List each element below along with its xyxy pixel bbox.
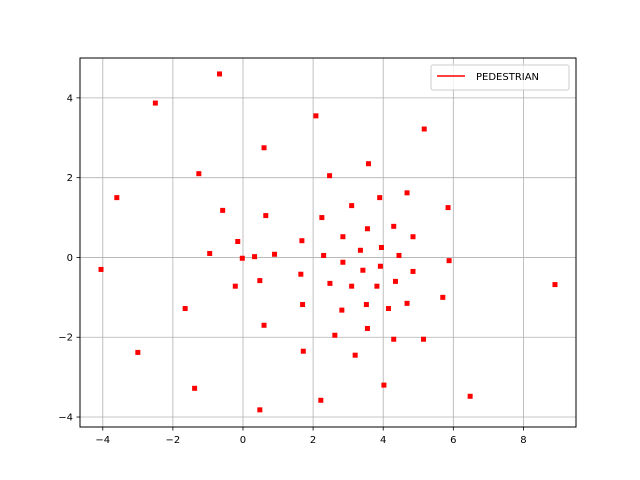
data-point [440,294,446,300]
data-point [114,195,120,201]
data-point [377,263,383,269]
data-point [332,332,338,338]
y-tick-label: 4 [67,93,73,104]
x-tick-label: 0 [240,435,246,446]
data-point [410,234,416,240]
y-tick-label: −4 [58,413,73,424]
data-point [327,173,333,179]
y-tick-label: 2 [67,173,73,184]
data-point [446,258,452,264]
data-point [299,238,305,244]
data-point [257,407,263,413]
data-point [404,300,410,306]
data-point [352,352,358,358]
data-point [445,205,451,211]
data-point [363,302,369,308]
y-tick-label: 0 [67,253,73,264]
legend-label: PEDESTRIAN [476,72,539,83]
data-point [321,252,327,258]
data-points [98,71,558,413]
data-point [377,195,383,201]
data-point [232,283,238,289]
x-tick-label: 6 [450,435,456,446]
data-point [207,250,213,256]
data-point [392,278,398,284]
data-point [339,307,345,313]
data-point [340,259,346,265]
x-axis-ticks: −4 −2 0 2 4 6 8 [95,427,527,446]
data-point [192,385,198,391]
data-point [313,113,319,119]
data-point [239,255,245,261]
data-point [135,349,141,355]
y-tick-label: −2 [58,333,73,344]
data-point [235,239,241,245]
y-axis-ticks: −4 −2 0 2 4 [58,93,80,424]
data-point [410,268,416,274]
data-point [196,171,202,177]
data-point [421,336,427,342]
legend-box [430,64,570,91]
data-point [365,161,371,167]
data-point [98,266,104,272]
data-point [364,226,370,232]
data-point [349,283,355,289]
data-point [261,322,267,328]
data-point [391,336,397,342]
data-point [263,213,269,219]
x-tick-label: 8 [520,435,526,446]
data-point [404,190,410,196]
data-point [318,397,324,403]
data-point [298,271,304,277]
data-point [421,126,427,132]
data-point [385,306,391,312]
data-point [357,247,363,253]
data-point [272,251,278,257]
data-point [360,267,366,273]
data-point [319,215,325,221]
data-point [552,282,558,288]
data-point [257,278,263,284]
data-point [152,100,158,106]
data-point [396,252,402,258]
x-tick-label: −4 [95,435,110,446]
legend: PEDESTRIAN [430,64,570,91]
x-tick-label: 2 [310,435,316,446]
data-point [220,207,226,213]
data-point [467,393,473,399]
axes-frame [79,57,577,428]
data-point [378,244,384,250]
data-point [300,348,306,354]
data-point [300,302,306,308]
data-point [364,325,370,331]
x-tick-label: −2 [166,435,181,446]
data-point [217,71,223,77]
data-point [182,306,188,312]
data-point [391,223,397,229]
data-point [349,203,355,209]
x-tick-label: 4 [380,435,386,446]
data-point [381,382,387,388]
data-point [252,254,258,260]
data-point [340,234,346,240]
data-point [261,145,267,151]
data-point [374,283,380,289]
data-point [327,280,333,286]
